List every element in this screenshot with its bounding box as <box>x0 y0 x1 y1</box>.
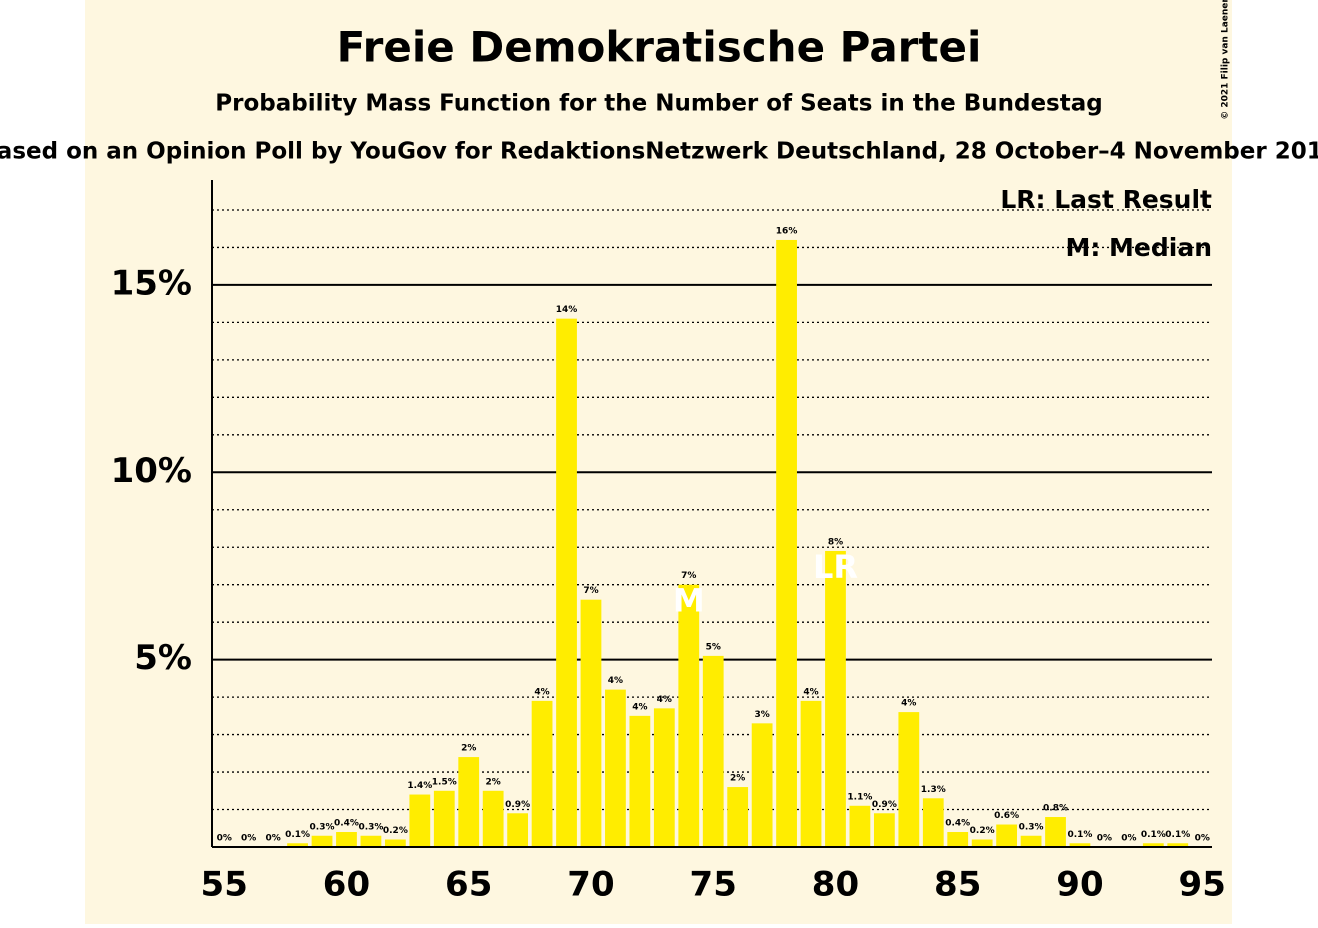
value-label: 5% <box>706 642 721 652</box>
bar <box>1045 817 1066 847</box>
bar <box>922 798 944 847</box>
bar <box>800 700 822 847</box>
value-label: 0.6% <box>994 811 1019 821</box>
value-label: 0% <box>265 834 280 844</box>
x-tick-label: 65 <box>445 865 492 905</box>
value-label: 0.2% <box>970 826 995 836</box>
annotation: LR <box>813 548 858 586</box>
value-label: 4% <box>632 702 647 712</box>
value-label: 0.3% <box>358 822 383 832</box>
value-label: 0% <box>217 834 232 844</box>
value-label: 0% <box>1121 834 1136 844</box>
value-label: 0.1% <box>1067 830 1092 840</box>
chart-subtitle: Probability Mass Function for the Number… <box>215 91 1102 117</box>
x-tick-label: 85 <box>934 865 981 905</box>
bar <box>1020 835 1042 847</box>
value-label: 4% <box>803 687 818 697</box>
x-tick-label: 90 <box>1056 865 1103 905</box>
bar <box>605 689 626 847</box>
value-label: 0.3% <box>1019 822 1044 832</box>
x-tick-label: 75 <box>690 865 737 905</box>
bar <box>727 787 749 847</box>
value-label: 4% <box>608 676 623 686</box>
x-tick-label: 55 <box>201 865 248 905</box>
value-label: 7% <box>583 586 598 596</box>
value-label: 0.1% <box>1141 830 1166 840</box>
value-label: 1.4% <box>407 781 432 791</box>
value-label: 0% <box>241 834 256 844</box>
y-tick-label: 15% <box>111 263 192 303</box>
bar <box>971 839 993 847</box>
bar <box>482 790 504 847</box>
x-tick-label: 95 <box>1179 865 1226 905</box>
value-label: 0.3% <box>310 822 335 832</box>
bar <box>873 813 895 847</box>
bar <box>556 318 577 847</box>
y-tick-label: 10% <box>111 451 192 491</box>
value-label: 0.8% <box>1043 804 1068 814</box>
bar <box>678 584 700 847</box>
value-label: 8% <box>828 537 843 547</box>
value-label: 0.2% <box>383 826 408 836</box>
bar <box>580 599 602 847</box>
value-label: 0.9% <box>872 800 897 810</box>
chart-title: Freie Demokratische Partei <box>337 23 982 72</box>
bar <box>702 655 724 847</box>
bar <box>409 794 431 847</box>
bar <box>776 239 797 847</box>
chart-source: Based on an Opinion Poll by YouGov for R… <box>0 139 1318 165</box>
value-label: 0.9% <box>505 800 530 810</box>
bar <box>507 813 529 847</box>
value-label: 0.1% <box>285 830 310 840</box>
bar <box>287 843 308 847</box>
value-label: 2% <box>730 774 745 784</box>
bar <box>1069 843 1091 847</box>
legend-entry: LR: Last Result <box>1000 185 1212 214</box>
bar <box>996 824 1018 847</box>
value-label: 7% <box>681 571 696 581</box>
bar <box>653 708 675 847</box>
value-label: 1.3% <box>921 785 946 795</box>
bar <box>947 832 969 847</box>
bar <box>384 839 406 847</box>
bar <box>360 835 382 847</box>
x-tick-label: 60 <box>323 865 370 905</box>
value-label: 1.1% <box>847 792 872 802</box>
x-tick-label: 70 <box>567 865 614 905</box>
bar <box>849 805 871 847</box>
y-tick-label: 5% <box>134 638 192 678</box>
value-label: 2% <box>461 744 476 754</box>
value-label: 2% <box>486 777 501 787</box>
value-label: 0.1% <box>1165 830 1190 840</box>
bar <box>458 757 480 847</box>
bar <box>311 835 333 847</box>
value-label: 14% <box>556 305 578 315</box>
value-label: 1.5% <box>432 777 457 787</box>
bar <box>336 832 357 847</box>
annotation: M <box>673 582 705 620</box>
bar <box>1167 843 1189 847</box>
value-label: 4% <box>901 699 916 709</box>
value-label: 4% <box>534 687 549 697</box>
copyright: © 2021 Filip van Laenen <box>1221 0 1231 120</box>
bar <box>1142 843 1164 847</box>
bar <box>629 715 651 847</box>
bar <box>751 723 773 847</box>
value-label: 4% <box>657 695 672 705</box>
value-label: 0% <box>1097 834 1112 844</box>
value-label: 3% <box>754 710 769 720</box>
legend-entry: M: Median <box>1065 233 1212 262</box>
value-label: 0.4% <box>945 819 970 829</box>
bar <box>433 790 455 847</box>
value-label: 0.4% <box>334 819 359 829</box>
value-label: 16% <box>776 226 798 236</box>
x-tick-label: 80 <box>812 865 859 905</box>
value-label: 0% <box>1195 834 1210 844</box>
bar <box>825 550 846 847</box>
bar <box>898 712 920 847</box>
bar <box>531 700 553 847</box>
